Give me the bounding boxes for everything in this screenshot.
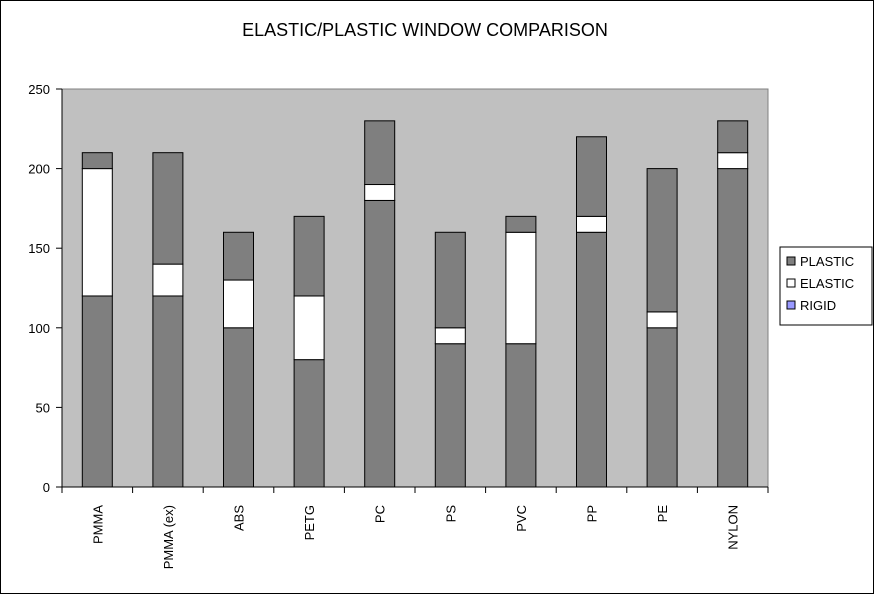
bar-plastic	[646, 168, 678, 313]
bar-plastic	[434, 231, 466, 329]
x-tick-label: PP	[585, 505, 600, 522]
legend-label-elastic: ELASTIC	[800, 276, 854, 291]
bar-plastic	[81, 152, 113, 170]
bar-elastic	[152, 263, 184, 297]
y-tick-label: 250	[28, 82, 50, 97]
x-tick-label: PMMA (ex)	[161, 505, 176, 569]
bar-rigid	[434, 343, 466, 488]
bar-elastic	[505, 231, 537, 345]
bar-rigid	[293, 359, 325, 488]
x-tick-label: PMMA	[90, 505, 105, 544]
y-tick-label: 200	[28, 162, 50, 177]
bar-rigid	[646, 327, 678, 488]
y-tick-label: 100	[28, 321, 50, 336]
bar-elastic	[223, 279, 254, 329]
bar-elastic	[717, 152, 749, 170]
bar-elastic	[576, 215, 607, 233]
chart-title: ELASTIC/PLASTIC WINDOW COMPARISON	[242, 20, 608, 40]
bar-rigid	[364, 199, 396, 488]
bar-plastic	[293, 215, 325, 297]
x-tick-label: PE	[655, 505, 670, 523]
legend: PLASTIC ELASTIC RIGID	[779, 246, 873, 326]
x-tick-label: PVC	[514, 505, 529, 532]
bar-elastic	[81, 168, 113, 297]
bar-plastic	[364, 120, 396, 186]
bar-plastic	[505, 215, 537, 233]
bar-rigid	[223, 327, 254, 488]
bar-elastic	[293, 295, 325, 361]
bar-elastic	[434, 327, 466, 345]
bar-plastic	[152, 152, 184, 265]
x-tick-label: PS	[443, 505, 458, 523]
legend-swatch-rigid	[786, 300, 796, 310]
x-tick-label: ABS	[232, 505, 247, 531]
bar-rigid	[81, 295, 113, 488]
legend-label-rigid: RIGID	[800, 298, 836, 313]
bar-plastic	[223, 231, 254, 281]
plot-area: 0 50 100 150 200 250 PMMA PMMA (ex) ABS PETG PC PS P…	[28, 82, 769, 569]
bar-rigid	[505, 343, 537, 488]
y-tick-label: 150	[28, 241, 50, 256]
bar-rigid	[576, 231, 607, 488]
y-tick-label: 0	[43, 480, 50, 495]
legend-label-plastic: PLASTIC	[800, 254, 854, 269]
y-tick-label: 50	[36, 400, 50, 415]
bar-rigid	[717, 168, 749, 488]
bar-rigid	[152, 295, 184, 488]
x-tick-label: PETG	[302, 505, 317, 540]
bar-plastic	[576, 136, 607, 217]
legend-swatch-plastic	[786, 256, 796, 266]
bar-plastic	[717, 120, 749, 154]
bar-elastic	[364, 184, 396, 201]
x-tick-label: PC	[373, 505, 388, 523]
bar-elastic	[646, 311, 678, 329]
legend-swatch-elastic	[786, 278, 796, 288]
x-tick-label: NYLON	[726, 505, 741, 550]
